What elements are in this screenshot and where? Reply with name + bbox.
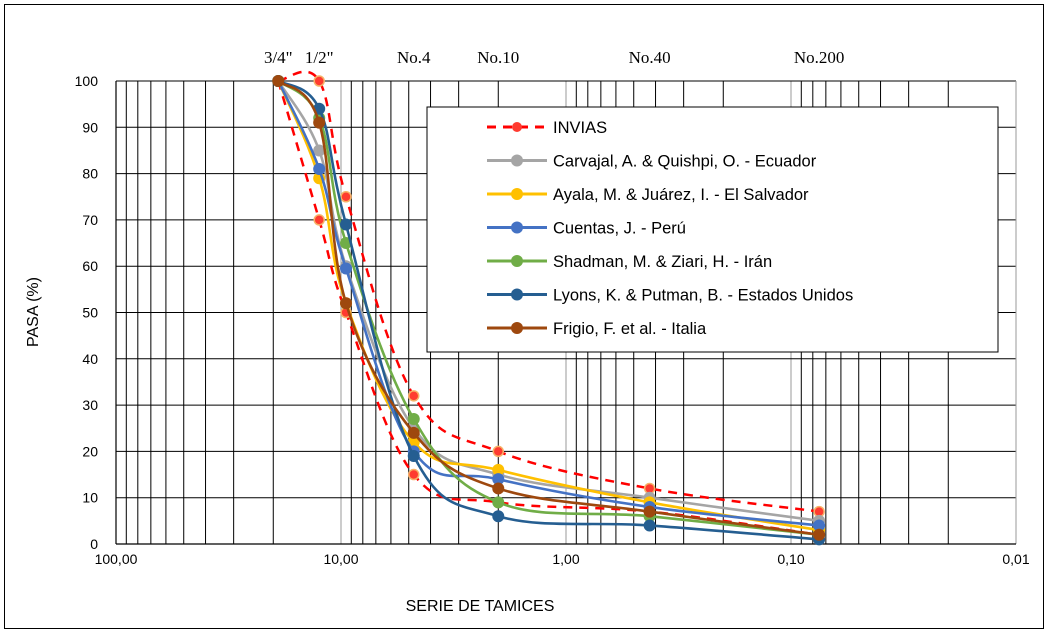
x-tick-label: 0,10 [777,551,804,567]
data-point [643,519,656,532]
y-tick-label: 20 [82,443,98,459]
data-point [313,144,326,157]
axes [115,81,1016,545]
y-tick-label: 10 [82,490,98,506]
y-tick-label: 60 [82,258,98,274]
data-point [340,218,353,231]
sieve-label: No.4 [397,48,431,67]
y-tick-label: 70 [82,212,98,228]
legend-label: Lyons, K. & Putman, B. - Estados Unidos [553,287,853,305]
data-point [492,482,505,495]
legend-label: Frigio, F. et al. - Italia [553,320,707,338]
series-line [277,70,820,513]
y-tick-label: 30 [82,397,98,413]
data-point [407,468,420,481]
data-point [313,214,325,226]
y-tick-label: 50 [82,305,98,321]
legend-swatch-marker [511,288,523,301]
y-axis-title: PASA (%) [25,277,42,347]
data-point [407,450,420,463]
x-tick-label: 1,00 [552,551,579,567]
sieve-label: 1/2" [305,48,334,67]
data-point [492,445,505,458]
data-point [340,297,353,310]
legend-swatch-marker [511,154,523,167]
sieve-label: No.40 [629,48,671,67]
legend-swatch-marker [512,122,522,132]
series-lines [272,70,826,546]
data-point [492,510,505,523]
legend-label: Carvajal, A. & Quishpi, O. - Ecuador [553,153,817,171]
data-point [313,162,326,175]
legend-label: Cuentas, J. - Perú [553,220,686,238]
data-point [492,473,505,486]
x-axis-title: SERIE DE TAMICES [406,598,555,615]
legend-swatch-marker [511,188,523,200]
series-line [277,79,820,541]
data-point [813,519,826,532]
data-point [813,528,826,541]
y-tick-label: 100 [75,73,99,89]
y-tick-label: 0 [90,536,98,552]
data-point [492,463,505,476]
data-point [313,116,326,129]
legend: INVIAS Carvajal, A. & Quishpi, O. - Ecuad… [426,106,999,353]
data-point [407,390,420,402]
x-tick-label: 0,01 [1002,551,1029,567]
x-tick-labels: 100,00 10,00 1,00 0,10 0,01 [95,551,1030,567]
x-tick-label: 100,00 [95,551,138,567]
data-point [313,75,325,87]
series-group [272,75,826,541]
data-point [272,75,285,87]
data-point [492,496,505,509]
data-point [643,505,656,518]
legend-swatch-marker [511,322,523,334]
sieve-label: 3/4" [264,48,293,67]
legend-label: Shadman, M. & Ziari, H. - Irán [553,253,772,271]
legend-swatch-marker [511,221,523,234]
y-tick-label: 40 [82,351,98,367]
data-point [340,191,352,203]
legend-label: Ayala, M. & Juárez, I. - El Salvador [553,186,809,204]
sieve-labels: 3/4" 1/2" No.4 No.10 No.40 No.200 [264,48,844,67]
data-point [407,412,420,425]
series-line [277,79,820,537]
legend-swatch-marker [511,255,523,267]
y-tick-labels: 0 10 20 30 40 50 60 70 80 90 100 [75,73,99,552]
data-point [340,262,353,275]
y-tick-label: 80 [82,166,98,182]
x-tick-label: 10,00 [323,551,358,567]
sieve-label: No.10 [477,48,519,67]
legend-label: INVIAS [553,119,607,137]
data-point [407,426,420,439]
sieve-label: No.200 [794,48,845,67]
y-tick-label: 90 [82,119,98,135]
